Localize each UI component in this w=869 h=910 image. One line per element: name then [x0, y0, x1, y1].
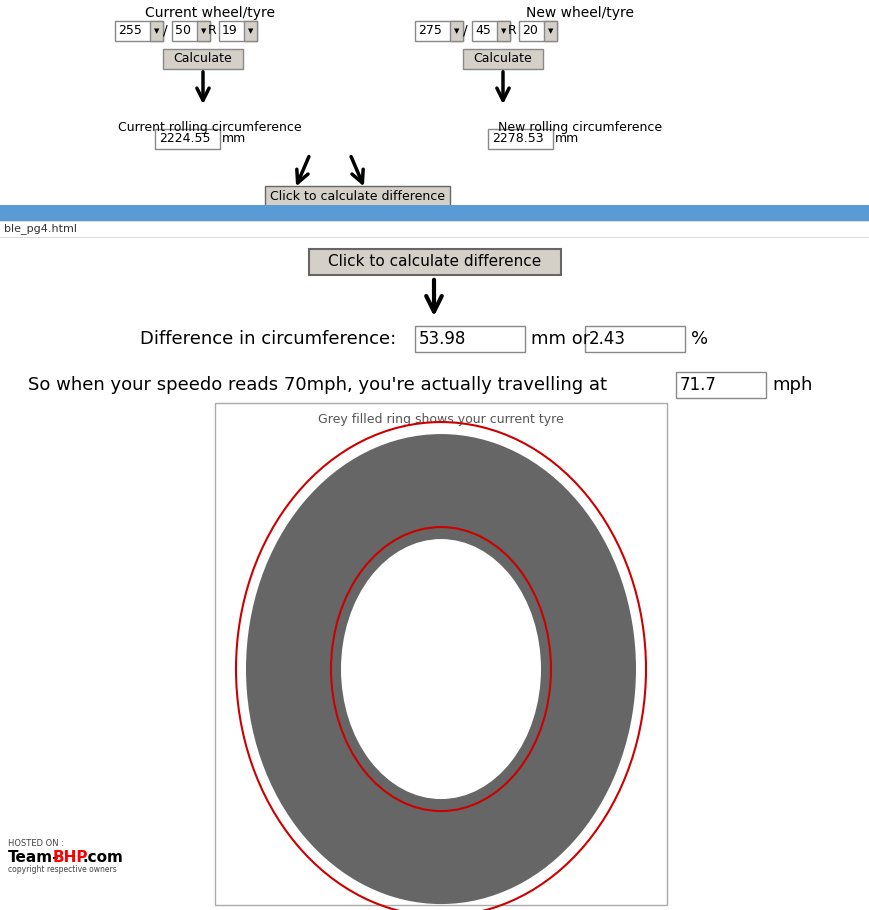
Text: 2224.55: 2224.55 [159, 133, 210, 146]
Text: 2.43: 2.43 [589, 330, 626, 348]
Ellipse shape [341, 539, 541, 799]
Text: 2278.53: 2278.53 [492, 133, 544, 146]
Text: New wheel/tyre: New wheel/tyre [526, 6, 634, 20]
Text: ble_pg4.html: ble_pg4.html [4, 224, 77, 235]
Text: .com: .com [83, 850, 124, 864]
Text: 20: 20 [522, 25, 538, 37]
Text: ▼: ▼ [501, 28, 507, 34]
Text: Current rolling circumference: Current rolling circumference [118, 121, 302, 134]
Text: Grey filled ring shows your current tyre: Grey filled ring shows your current tyre [318, 413, 564, 426]
Text: Team-: Team- [8, 850, 59, 864]
Text: New rolling circumference: New rolling circumference [498, 121, 662, 134]
Text: Difference in circumference:: Difference in circumference: [140, 330, 396, 348]
FancyBboxPatch shape [0, 205, 869, 221]
Text: /: / [163, 24, 168, 38]
Text: 255: 255 [118, 25, 142, 37]
Text: %: % [691, 330, 708, 348]
FancyBboxPatch shape [219, 21, 257, 41]
Text: mm: mm [555, 133, 580, 146]
FancyBboxPatch shape [415, 21, 463, 41]
FancyBboxPatch shape [163, 49, 243, 69]
FancyBboxPatch shape [488, 129, 553, 149]
Text: mm: mm [222, 133, 246, 146]
Text: Current wheel/tyre: Current wheel/tyre [145, 6, 275, 20]
FancyBboxPatch shape [676, 372, 766, 398]
FancyBboxPatch shape [472, 21, 510, 41]
Text: 50: 50 [175, 25, 191, 37]
FancyBboxPatch shape [450, 21, 463, 41]
Text: Calculate: Calculate [474, 53, 533, 66]
Text: Calculate: Calculate [174, 53, 232, 66]
FancyBboxPatch shape [585, 326, 685, 352]
Ellipse shape [246, 434, 636, 904]
FancyBboxPatch shape [155, 129, 220, 149]
Text: copyright respective owners: copyright respective owners [8, 864, 116, 874]
FancyBboxPatch shape [244, 21, 257, 41]
Text: R: R [507, 25, 516, 37]
FancyBboxPatch shape [544, 21, 557, 41]
Text: BHP: BHP [53, 850, 89, 864]
Text: 53.98: 53.98 [419, 330, 467, 348]
FancyBboxPatch shape [215, 403, 667, 905]
FancyBboxPatch shape [415, 326, 525, 352]
FancyBboxPatch shape [497, 21, 510, 41]
Text: Click to calculate difference: Click to calculate difference [328, 255, 541, 269]
Text: ▼: ▼ [155, 28, 160, 34]
FancyBboxPatch shape [172, 21, 210, 41]
Text: ▼: ▼ [548, 28, 554, 34]
Text: Click to calculate difference: Click to calculate difference [270, 189, 445, 203]
FancyBboxPatch shape [308, 249, 561, 275]
Text: ▼: ▼ [249, 28, 254, 34]
Text: mph: mph [772, 376, 813, 394]
FancyBboxPatch shape [265, 186, 450, 206]
FancyBboxPatch shape [519, 21, 557, 41]
FancyBboxPatch shape [463, 49, 543, 69]
Text: HOSTED ON :: HOSTED ON : [8, 838, 64, 847]
Text: R: R [208, 25, 216, 37]
Text: So when your speedo reads 70mph, you're actually travelling at: So when your speedo reads 70mph, you're … [28, 376, 607, 394]
Text: 71.7: 71.7 [680, 376, 717, 394]
Text: ▼: ▼ [202, 28, 207, 34]
FancyBboxPatch shape [115, 21, 163, 41]
FancyBboxPatch shape [150, 21, 163, 41]
FancyBboxPatch shape [197, 21, 210, 41]
Text: ▼: ▼ [454, 28, 460, 34]
Text: 45: 45 [475, 25, 491, 37]
Text: 275: 275 [418, 25, 441, 37]
Text: /: / [462, 24, 468, 38]
Text: mm or: mm or [531, 330, 590, 348]
Text: 19: 19 [222, 25, 238, 37]
